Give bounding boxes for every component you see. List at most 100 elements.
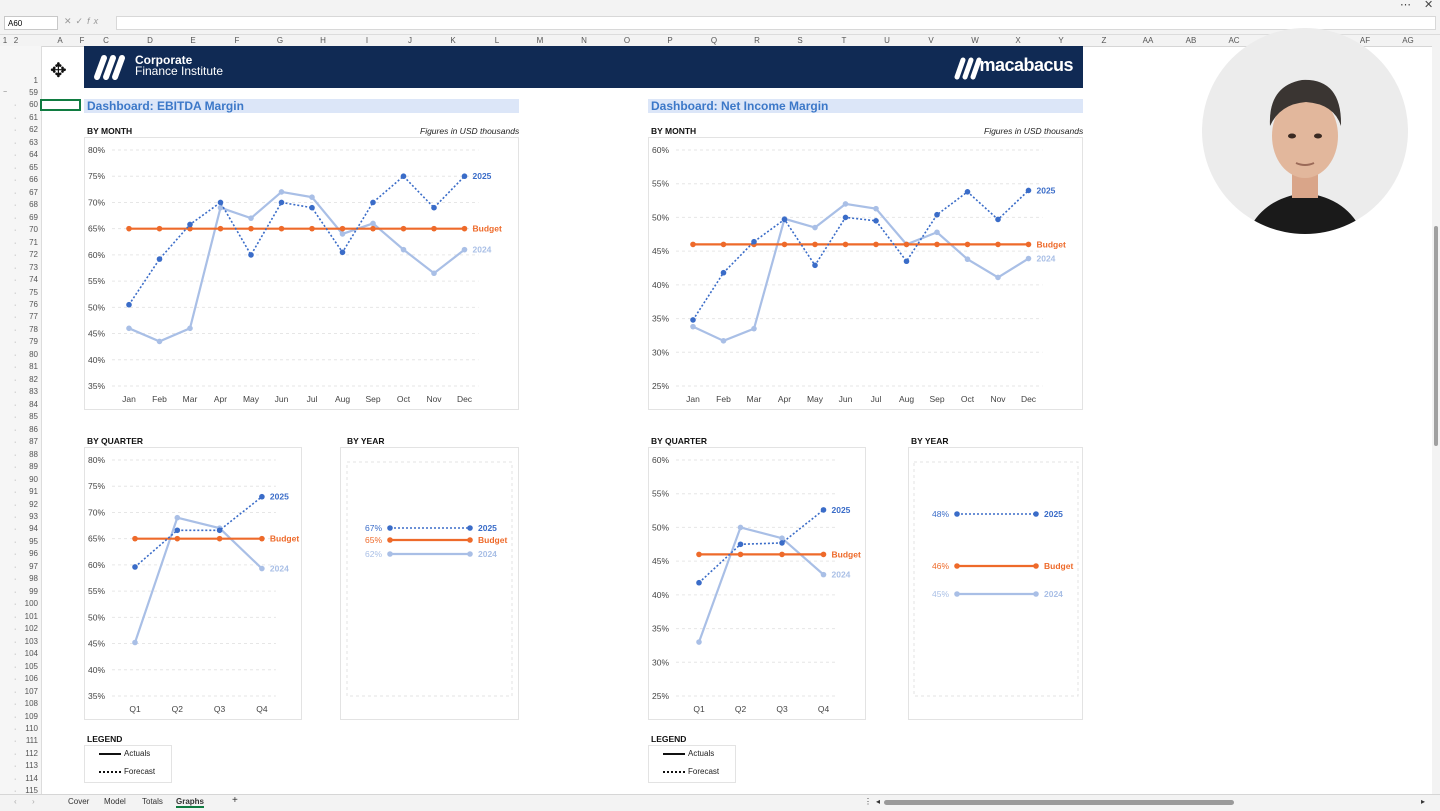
column-header[interactable]: X xyxy=(1015,36,1021,45)
row-header[interactable]: 62 xyxy=(29,125,38,135)
row-header[interactable]: 63 xyxy=(29,137,38,147)
column-header[interactable]: G xyxy=(276,36,284,45)
row-header[interactable]: 84 xyxy=(29,399,38,409)
row-header[interactable]: 106 xyxy=(24,674,38,684)
row-header[interactable]: 72 xyxy=(29,250,38,260)
row-header[interactable]: 87 xyxy=(29,437,38,447)
row-header[interactable]: 71 xyxy=(29,237,38,247)
column-header[interactable]: AA xyxy=(1142,36,1154,45)
row-header[interactable]: 60 xyxy=(29,100,38,110)
row-header[interactable]: 95 xyxy=(29,536,38,546)
row-header[interactable]: 80 xyxy=(29,349,38,359)
row-header[interactable]: 67 xyxy=(29,187,38,197)
column-header[interactable]: R xyxy=(754,36,760,45)
row-header[interactable]: 115 xyxy=(25,786,38,796)
row-header[interactable]: 93 xyxy=(29,511,38,521)
cancel-icon[interactable]: ✕ xyxy=(64,16,76,26)
row-header[interactable]: 114 xyxy=(25,773,38,783)
row-header[interactable]: 77 xyxy=(29,312,38,322)
column-header[interactable]: C xyxy=(103,36,109,45)
row-header[interactable]: 83 xyxy=(29,387,38,397)
row-header[interactable]: 89 xyxy=(29,462,38,472)
outline-level-2[interactable]: 2 xyxy=(13,36,19,45)
scroll-right-icon[interactable]: ▸ xyxy=(1421,797,1426,806)
row-header[interactable]: 103 xyxy=(24,636,38,646)
row-header[interactable]: 100 xyxy=(24,599,38,609)
column-header[interactable]: O xyxy=(623,36,631,45)
column-header[interactable]: AB xyxy=(1185,36,1197,45)
add-sheet-button[interactable]: + xyxy=(232,795,238,806)
more-options-icon[interactable]: ⋯ xyxy=(1400,0,1411,11)
row-header[interactable]: 65 xyxy=(29,162,38,172)
column-header[interactable]: U xyxy=(884,36,890,45)
column-header[interactable]: A xyxy=(57,36,63,45)
column-header[interactable]: N xyxy=(581,36,587,45)
close-icon[interactable]: ✕ xyxy=(1424,0,1434,11)
enter-icon[interactable]: ✓ xyxy=(75,16,88,26)
row-header[interactable]: 70 xyxy=(29,225,38,235)
column-header[interactable]: P xyxy=(667,36,673,45)
sheet-tab-totals[interactable]: Totals xyxy=(142,797,163,806)
row-header[interactable]: 79 xyxy=(29,337,38,347)
row-header[interactable]: 107 xyxy=(24,686,38,696)
column-header[interactable]: E xyxy=(190,36,196,45)
row-header[interactable]: 69 xyxy=(29,212,38,222)
prev-sheet-icon[interactable]: ‹ xyxy=(14,797,17,806)
column-header[interactable]: W xyxy=(971,36,979,45)
row-header[interactable]: 61 xyxy=(29,112,38,122)
row-header[interactable]: 113 xyxy=(25,761,38,771)
column-header[interactable]: M xyxy=(536,36,544,45)
column-header[interactable]: L xyxy=(494,36,500,45)
row-header[interactable]: 76 xyxy=(29,299,38,309)
row-header[interactable]: 82 xyxy=(29,374,38,384)
row-header[interactable]: 59 xyxy=(29,88,38,97)
selected-cell[interactable] xyxy=(40,99,81,111)
row-header[interactable]: 85 xyxy=(29,412,38,422)
horizontal-scroll-thumb[interactable] xyxy=(884,800,1234,805)
vertical-scrollbar[interactable] xyxy=(1432,46,1440,794)
row-header[interactable]: 109 xyxy=(24,711,38,721)
column-header[interactable]: J xyxy=(408,36,412,45)
fx-icon[interactable]: fx xyxy=(87,16,103,26)
row-header[interactable]: 101 xyxy=(24,611,38,621)
row-header[interactable]: 105 xyxy=(24,661,38,671)
row-header[interactable]: 88 xyxy=(29,449,38,459)
row-header[interactable]: 110 xyxy=(25,723,38,733)
row-header[interactable]: 66 xyxy=(29,175,38,185)
row-header[interactable]: 104 xyxy=(24,649,38,659)
row-header[interactable]: 64 xyxy=(29,150,38,160)
row-header[interactable]: 86 xyxy=(29,424,38,434)
row-header[interactable]: 96 xyxy=(29,549,38,559)
row-header[interactable]: 111 xyxy=(25,736,38,746)
column-header[interactable]: AF xyxy=(1359,36,1371,45)
formula-input[interactable] xyxy=(116,16,1436,30)
column-header[interactable]: F xyxy=(234,36,240,45)
column-header[interactable]: T xyxy=(841,36,847,45)
row-header[interactable]: 75 xyxy=(29,287,38,297)
sheet-tab-model[interactable]: Model xyxy=(104,797,126,806)
column-header[interactable]: AG xyxy=(1402,36,1414,45)
column-header[interactable]: K xyxy=(450,36,456,45)
row-header[interactable]: 108 xyxy=(24,699,38,709)
row-header[interactable]: 73 xyxy=(29,262,38,272)
row-header[interactable]: 102 xyxy=(24,624,38,634)
row-header[interactable]: 1 xyxy=(33,76,38,85)
column-header[interactable]: Y xyxy=(1058,36,1064,45)
row-header[interactable]: 98 xyxy=(29,574,38,584)
tab-split-handle-icon[interactable]: ⋮ xyxy=(864,797,872,806)
vertical-scroll-thumb[interactable] xyxy=(1434,226,1438,446)
collapse-outline-icon[interactable]: − xyxy=(3,89,8,96)
next-sheet-icon[interactable]: › xyxy=(32,797,35,806)
row-header[interactable]: 90 xyxy=(29,474,38,484)
column-header[interactable]: D xyxy=(147,36,153,45)
outline-level-1[interactable]: 1 xyxy=(2,36,8,45)
column-header[interactable]: S xyxy=(797,36,803,45)
row-header[interactable]: 92 xyxy=(29,499,38,509)
sheet-tab-cover[interactable]: Cover xyxy=(68,797,90,806)
column-header[interactable]: Q xyxy=(710,36,718,45)
sheet-tab-graphs[interactable]: Graphs xyxy=(176,797,205,808)
row-header[interactable]: 91 xyxy=(29,487,38,497)
column-header[interactable]: V xyxy=(928,36,934,45)
column-header[interactable]: Z xyxy=(1101,36,1107,45)
row-header[interactable]: 68 xyxy=(29,200,38,210)
